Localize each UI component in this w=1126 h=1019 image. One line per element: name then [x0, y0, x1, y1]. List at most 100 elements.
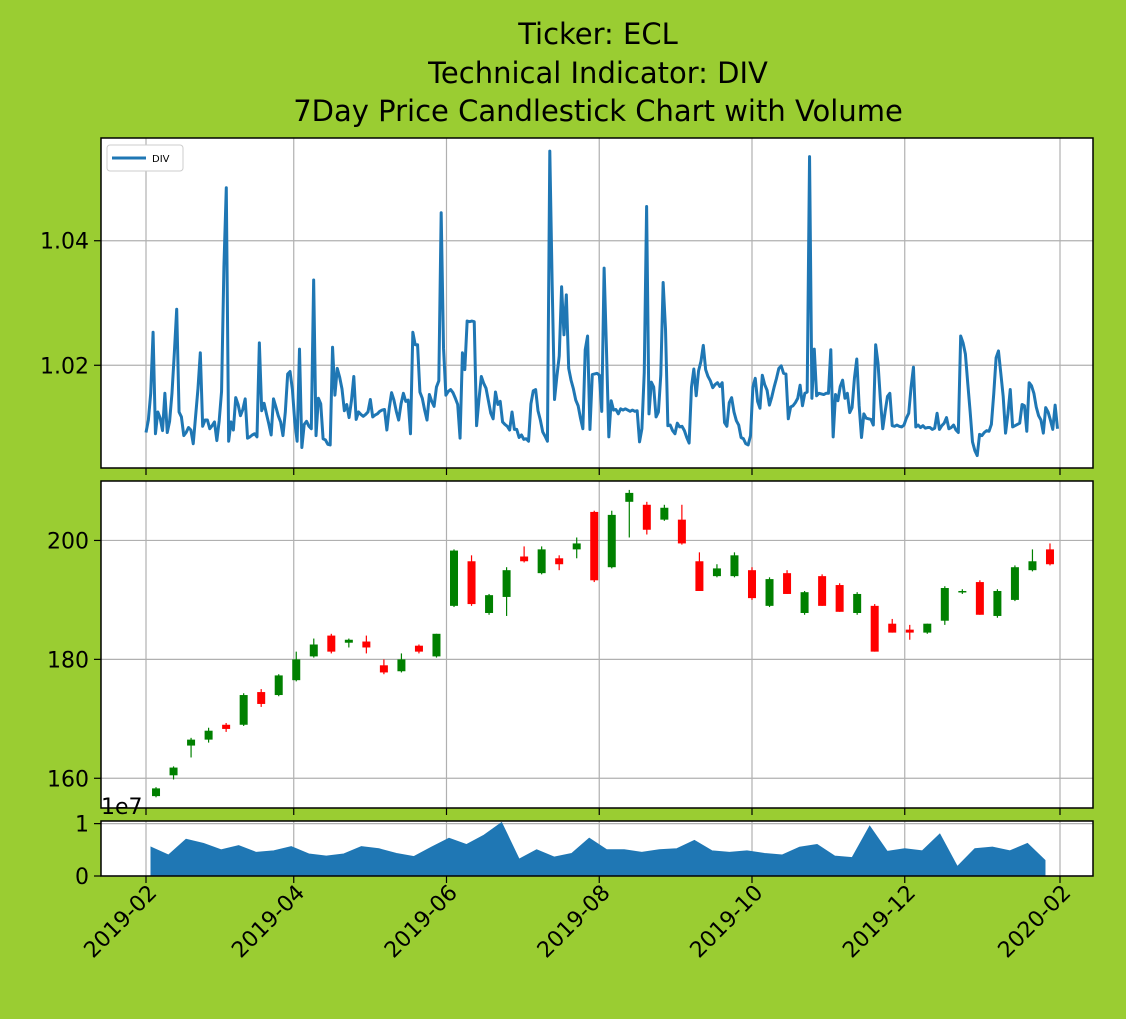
candlestick: [888, 618, 897, 633]
candlestick: [1028, 549, 1037, 572]
candle-body: [940, 588, 949, 621]
indicator-panel: [101, 138, 1093, 468]
div-series-line: [144, 149, 1059, 458]
indicator-y-tick-label: 1.02: [40, 354, 89, 379]
x-tick-label: 2019-12: [838, 881, 921, 964]
candlestick: [730, 552, 739, 578]
candlestick: [239, 693, 248, 726]
candle-body: [853, 593, 862, 613]
candlestick: [905, 624, 914, 640]
candle-body: [642, 504, 651, 530]
candle-body: [572, 543, 581, 550]
volume-frame: [100, 820, 1094, 877]
candlestick: [607, 510, 616, 569]
candlestick: [152, 787, 161, 798]
candlestick: [555, 555, 564, 571]
candlestick: [642, 501, 651, 535]
candle-body: [239, 695, 248, 725]
candlestick: [1010, 565, 1019, 602]
price-y-tick-label: 180: [47, 648, 89, 673]
candle-body: [309, 644, 318, 657]
candle-body: [607, 514, 616, 568]
candlestick: [309, 638, 318, 658]
chart-title-line-2: Technical Indicator: DIV: [427, 56, 768, 90]
volume-plot: [150, 821, 1046, 877]
candle-body: [257, 692, 266, 704]
candlestick: [520, 546, 529, 563]
volume-offset-label: 1e7: [101, 795, 143, 820]
grid-lines: [101, 138, 1093, 877]
candle-body: [1010, 567, 1019, 600]
candle-body: [625, 492, 634, 502]
candle-body: [327, 635, 336, 652]
candlestick: [818, 574, 827, 606]
candlestick: [379, 659, 388, 675]
candlestick: [677, 504, 686, 545]
candlestick-plot: [152, 489, 1054, 798]
price-y-tick-label: 200: [47, 529, 89, 554]
candle-body: [590, 511, 599, 581]
chart-title-line-3: 7Day Price Candlestick Chart with Volume: [293, 94, 903, 128]
candlestick: [414, 644, 423, 654]
legend-label-div: DIV: [152, 154, 170, 165]
candlestick: [590, 510, 599, 583]
candle-body: [888, 623, 897, 633]
candle-body: [379, 665, 388, 673]
volume-y-tick-label: 0: [75, 865, 89, 890]
candlestick: [765, 577, 774, 608]
candle-body: [397, 659, 406, 672]
x-tick-label: 2020-02: [994, 881, 1077, 964]
price-y-tick-label: 160: [47, 767, 89, 792]
candle-body: [818, 576, 827, 606]
candlestick: [450, 549, 459, 608]
candlestick: [257, 689, 266, 707]
candlestick: [975, 580, 984, 615]
x-tick-label: 2019-08: [533, 881, 616, 964]
candle-body: [870, 605, 879, 652]
indicator-frame: [100, 137, 1094, 469]
x-tick-label: 2019-02: [80, 881, 163, 964]
candle-body: [695, 561, 704, 591]
volume-area: [150, 821, 1046, 877]
candle-body: [450, 550, 459, 606]
candle-body: [169, 767, 178, 776]
candle-body: [905, 629, 914, 633]
candle-body: [783, 573, 792, 594]
candlestick: [940, 586, 949, 625]
candlestick: [835, 583, 844, 612]
candle-body: [958, 590, 967, 593]
indicator-plot: [144, 149, 1059, 458]
candle-body: [467, 561, 476, 605]
candle-body: [923, 623, 932, 633]
candle-body: [502, 570, 511, 597]
candlestick: [432, 633, 441, 658]
candlestick: [712, 564, 721, 578]
candlestick: [923, 623, 932, 634]
candlestick: [397, 653, 406, 673]
candlestick: [853, 592, 862, 615]
candlestick: [958, 589, 967, 594]
x-tick-label: 2019-04: [227, 881, 310, 964]
candlestick: [870, 604, 879, 652]
candlestick: [1045, 543, 1054, 566]
candlestick: [625, 489, 634, 538]
candlestick: [537, 546, 546, 575]
candle-body: [432, 633, 441, 657]
x-tick-label: 2019-06: [380, 881, 463, 964]
indicator-legend: DIV: [106, 144, 184, 172]
candle-body: [677, 519, 686, 544]
candlestick: [783, 570, 792, 594]
candle-body: [520, 556, 529, 562]
candlestick: [747, 567, 756, 600]
candle-body: [993, 590, 1002, 616]
candlestick: [660, 504, 669, 521]
candle-body: [800, 592, 809, 613]
chart-title-line-1: Ticker: ECL: [517, 17, 678, 51]
candle-body: [660, 507, 669, 520]
candle-body: [414, 645, 423, 652]
candle-body: [555, 558, 564, 565]
candlestick: [993, 589, 1002, 618]
candle-body: [835, 585, 844, 612]
candle-body: [362, 641, 371, 648]
candlestick: [187, 737, 196, 758]
